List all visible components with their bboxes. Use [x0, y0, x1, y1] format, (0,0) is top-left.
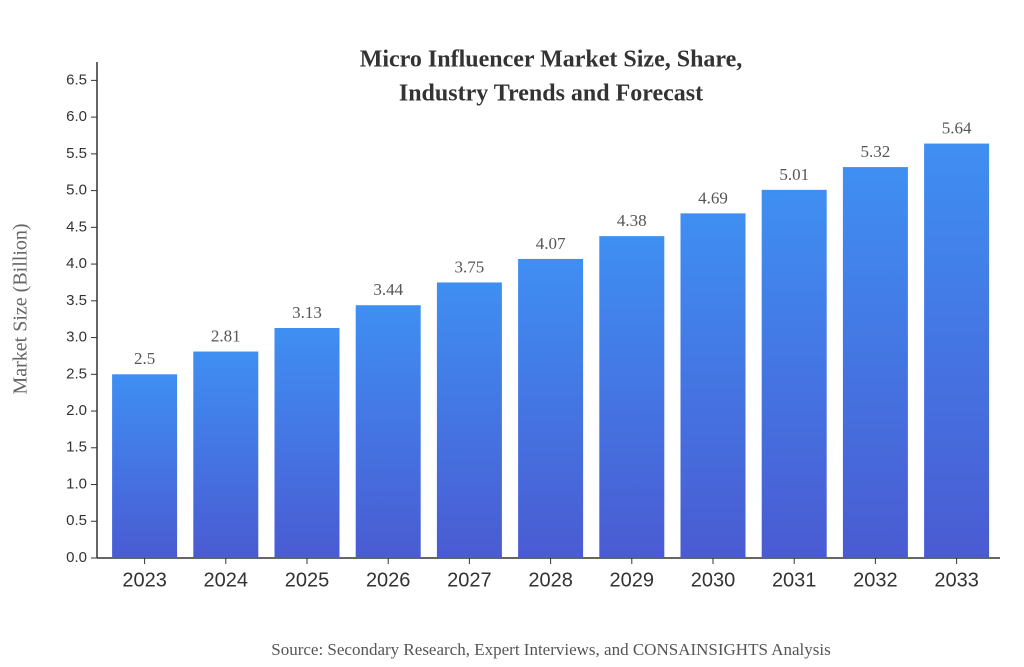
- x-tick-label: 2031: [772, 569, 817, 591]
- y-tick-label: 5.0: [66, 182, 87, 199]
- y-tick-label: 0.0: [66, 549, 87, 566]
- y-tick-label: 6.5: [66, 71, 87, 88]
- x-tick-label: 2030: [691, 569, 736, 591]
- bar: [518, 258, 584, 558]
- x-tick-label: 2024: [204, 569, 249, 591]
- value-label: 5.64: [942, 118, 972, 137]
- bar: [436, 282, 502, 558]
- x-tick-label: 2025: [285, 569, 330, 591]
- bar: [193, 351, 259, 558]
- y-axis-label: Market Size (Billion): [10, 223, 32, 394]
- chart-title: Industry Trends and Forecast: [399, 81, 703, 107]
- y-tick-label: 3.0: [66, 329, 87, 346]
- y-tick-label: 1.0: [66, 475, 87, 492]
- bar: [842, 167, 908, 558]
- x-tick-label: 2032: [853, 569, 898, 591]
- bar: [599, 236, 665, 558]
- y-tick-label: 4.0: [66, 255, 87, 272]
- bar: [680, 213, 746, 558]
- value-label: 4.38: [617, 211, 647, 230]
- x-tick-label: 2028: [528, 569, 573, 591]
- bar: [761, 189, 827, 558]
- source-note: Source: Secondary Research, Expert Inter…: [271, 640, 830, 659]
- y-tick-label: 0.5: [66, 512, 87, 529]
- x-tick-label: 2029: [610, 569, 655, 591]
- bar: [924, 143, 990, 558]
- bar: [112, 374, 178, 558]
- x-tick-label: 2027: [447, 569, 492, 591]
- x-tick-label: 2033: [934, 569, 979, 591]
- value-label: 2.5: [134, 349, 155, 368]
- bar: [274, 328, 340, 558]
- y-tick-label: 2.5: [66, 365, 87, 382]
- value-label: 4.07: [536, 234, 566, 253]
- y-tick-label: 5.5: [66, 145, 87, 162]
- x-tick-label: 2026: [366, 569, 411, 591]
- value-label: 4.69: [698, 188, 728, 207]
- y-tick-label: 2.0: [66, 402, 87, 419]
- value-label: 3.13: [292, 303, 322, 322]
- value-label: 3.44: [373, 280, 403, 299]
- bar: [355, 305, 421, 558]
- y-tick-label: 4.5: [66, 218, 87, 235]
- chart-title: Micro Influencer Market Size, Share,: [360, 47, 743, 73]
- y-tick-label: 3.5: [66, 292, 87, 309]
- x-tick-label: 2023: [122, 569, 167, 591]
- value-label: 3.75: [455, 257, 485, 276]
- value-label: 5.32: [861, 142, 891, 161]
- value-label: 5.01: [779, 165, 809, 184]
- value-label: 2.81: [211, 326, 241, 345]
- y-tick-label: 1.5: [66, 439, 87, 456]
- y-tick-label: 6.0: [66, 108, 87, 125]
